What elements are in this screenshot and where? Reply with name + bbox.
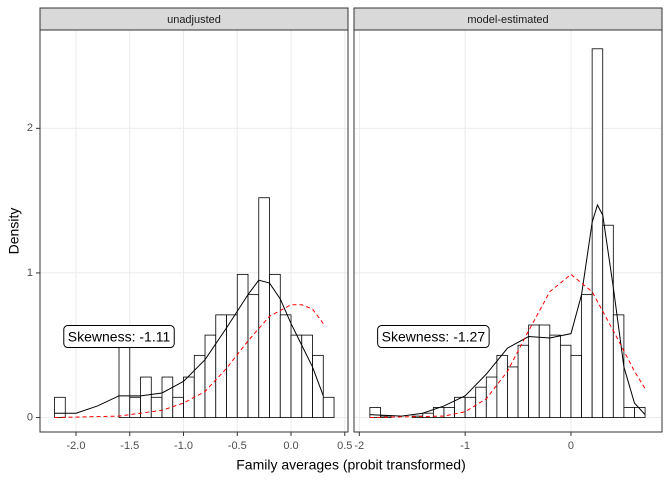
density-line (54, 279, 324, 414)
bar (623, 407, 635, 418)
bar (161, 376, 174, 418)
panel-border (39, 29, 349, 433)
x-tick-label: -1.0 (174, 440, 193, 452)
x-tick-label: -2.0 (67, 440, 86, 452)
y-tick-label: 2 (27, 122, 33, 134)
bar (247, 294, 260, 418)
bar (538, 324, 551, 418)
bar (464, 396, 477, 418)
x-tick-label: 0 (568, 440, 574, 452)
annotation-text: Skewness: -1.11 (68, 328, 171, 344)
panel: model-estimated -2 -1 0 Skewness: -1.27 (353, 7, 663, 452)
annotation: Skewness: -1.27 (377, 325, 490, 349)
x-tick-label: -2 (354, 440, 364, 452)
bar (279, 314, 292, 418)
panel-border (353, 29, 663, 433)
bars (369, 48, 646, 419)
bar (258, 197, 270, 418)
bar (140, 376, 152, 418)
density-line (54, 304, 324, 419)
x-axis-title: Family averages (probit transformed) (236, 457, 466, 473)
bar (150, 396, 163, 418)
bar (236, 273, 249, 418)
bar (183, 376, 195, 418)
bar (369, 407, 381, 418)
bar (172, 396, 184, 418)
y-tick-label: 0 (27, 411, 33, 423)
bar (549, 334, 561, 418)
bar (591, 48, 604, 418)
bar (129, 396, 141, 418)
x-tick-label: -1.5 (120, 440, 139, 452)
bar (507, 366, 519, 418)
bar (443, 407, 455, 418)
x-tick-label: -1 (460, 440, 470, 452)
x-tick-label: 0.0 (283, 440, 298, 452)
bar (517, 344, 530, 418)
bar (570, 354, 582, 418)
annotation: Skewness: -1.11 (63, 325, 175, 349)
strip-label: model-estimated (467, 14, 548, 26)
bar (290, 334, 303, 418)
bar (204, 334, 217, 418)
bars (54, 197, 335, 419)
bar (322, 396, 335, 418)
y-axis-title: Density (6, 208, 22, 255)
panel: unadjusted -2.0 -1.5 -1.0 -0.5 0.0 0.5 Skewness… (39, 7, 352, 452)
bar (634, 407, 646, 418)
bar (528, 324, 540, 418)
density-line (369, 273, 646, 419)
bar (54, 396, 66, 418)
annotation-box (63, 325, 175, 349)
bar (496, 354, 508, 418)
bar (312, 354, 324, 418)
x-tick-label: 0.5 (337, 440, 352, 452)
bar (581, 294, 593, 418)
y-tick-label: 1 (27, 267, 33, 279)
bar (559, 344, 572, 418)
annotation-box (377, 325, 490, 349)
density-line (369, 203, 646, 417)
x-tick-label: -0.5 (228, 440, 247, 452)
annotation-text: Skewness: -1.27 (382, 328, 486, 344)
strip-label: unadjusted (167, 14, 221, 26)
